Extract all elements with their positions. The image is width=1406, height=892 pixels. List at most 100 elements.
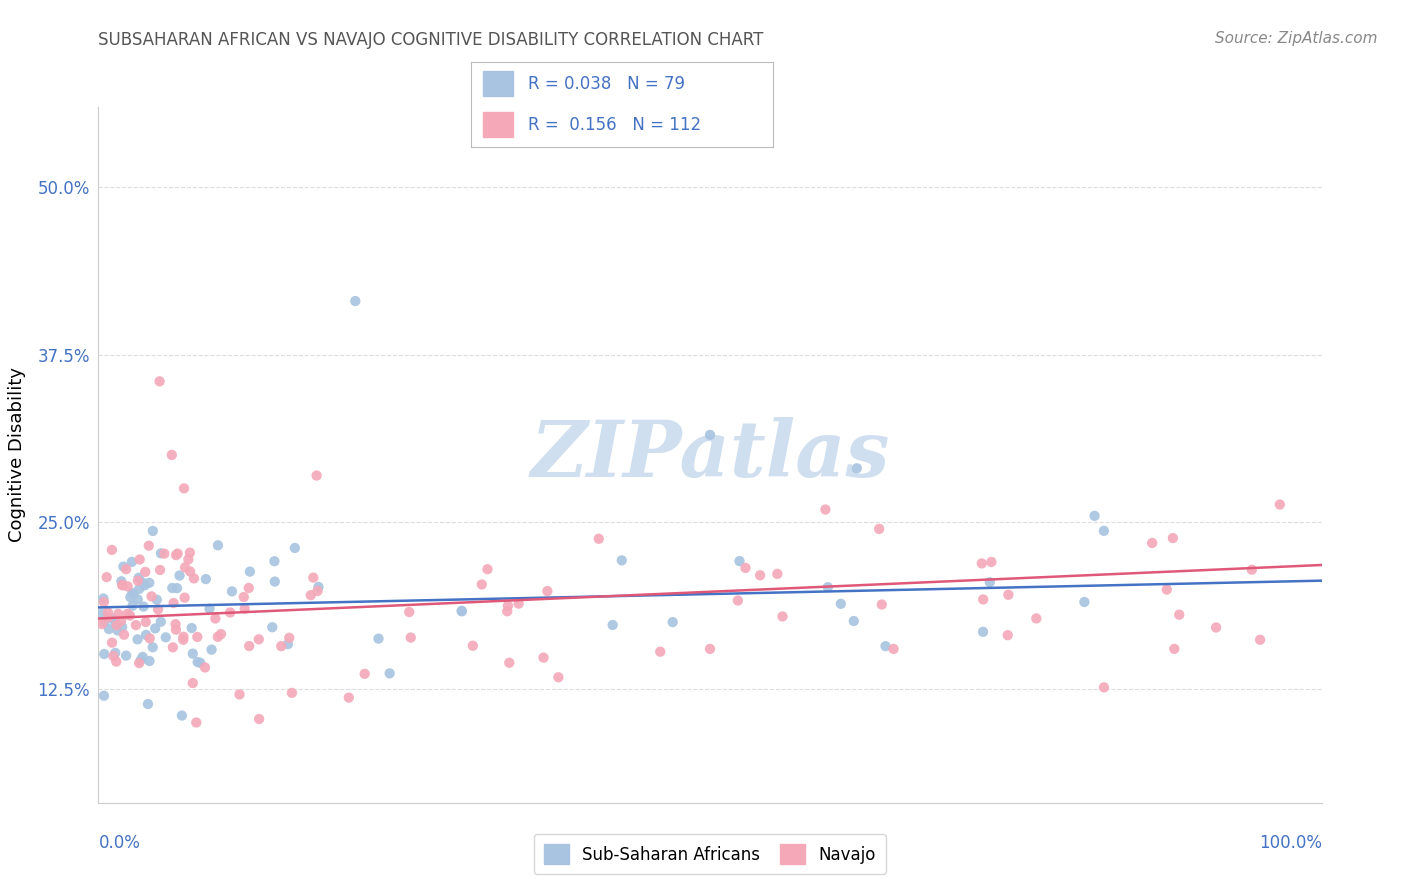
Point	[110, 574, 132, 589]
Text: R =  0.156   N = 112: R = 0.156 N = 112	[529, 116, 702, 134]
Text: 0.0%: 0.0%	[98, 834, 141, 852]
Point	[883, 642, 905, 657]
Point	[1163, 641, 1185, 656]
Point	[115, 648, 138, 663]
Point	[188, 656, 211, 670]
Point	[93, 591, 115, 606]
Point	[207, 538, 229, 552]
Legend: Sub-Saharan Africans, Navajo: Sub-Saharan Africans, Navajo	[534, 834, 886, 874]
Point	[337, 690, 360, 705]
Point	[1073, 595, 1095, 609]
Point	[173, 482, 195, 496]
Point	[122, 587, 145, 601]
Point	[177, 552, 200, 566]
Point	[107, 624, 129, 638]
Point	[508, 597, 530, 611]
Point	[165, 548, 187, 562]
Point	[149, 615, 172, 629]
Point	[97, 610, 120, 624]
Text: R = 0.038   N = 79: R = 0.038 N = 79	[529, 75, 686, 93]
Point	[238, 639, 260, 653]
Point	[842, 614, 865, 628]
Point	[138, 654, 160, 668]
Point	[149, 546, 172, 560]
Point	[132, 599, 155, 614]
Point	[165, 623, 187, 637]
Point	[239, 565, 262, 579]
Point	[93, 689, 115, 703]
Point	[281, 686, 304, 700]
Point	[165, 617, 187, 632]
Point	[105, 655, 128, 669]
Point	[344, 294, 367, 309]
Point	[179, 546, 201, 560]
Point	[247, 632, 270, 647]
Point	[153, 547, 176, 561]
Point	[91, 607, 114, 621]
Point	[149, 375, 172, 389]
Point	[471, 577, 494, 591]
Point	[207, 630, 229, 644]
Point	[115, 562, 138, 576]
Point	[128, 571, 150, 585]
Point	[232, 590, 254, 604]
Point	[1140, 536, 1163, 550]
Point	[868, 522, 890, 536]
Point	[200, 642, 222, 657]
Point	[238, 581, 260, 595]
Point	[180, 621, 202, 635]
Point	[127, 592, 149, 607]
Point	[1156, 582, 1178, 597]
Point	[127, 574, 149, 588]
Point	[121, 599, 143, 613]
Point	[830, 597, 852, 611]
Point	[875, 639, 897, 653]
Point	[817, 580, 839, 594]
Point	[103, 648, 125, 663]
Point	[146, 592, 169, 607]
Text: Source: ZipAtlas.com: Source: ZipAtlas.com	[1215, 31, 1378, 46]
Y-axis label: Cognitive Disability: Cognitive Disability	[8, 368, 27, 542]
Point	[166, 547, 188, 561]
Point	[198, 601, 221, 615]
Point	[247, 712, 270, 726]
Point	[233, 601, 256, 615]
Point	[134, 578, 156, 592]
Point	[1084, 508, 1107, 523]
Point	[162, 596, 184, 610]
Point	[149, 563, 172, 577]
Point	[143, 621, 166, 635]
Point	[602, 618, 624, 632]
Point	[1025, 611, 1047, 625]
Point	[450, 604, 472, 618]
Point	[1161, 531, 1184, 545]
Point	[135, 628, 157, 642]
Point	[305, 468, 328, 483]
Point	[139, 632, 162, 646]
Point	[131, 575, 153, 590]
Point	[93, 647, 115, 661]
Point	[179, 565, 201, 579]
Point	[496, 599, 519, 613]
Point	[496, 604, 519, 618]
Point	[186, 630, 208, 644]
Point	[187, 655, 209, 669]
Point	[308, 580, 330, 594]
Point	[136, 697, 159, 711]
Point	[101, 635, 124, 649]
Point	[128, 656, 150, 670]
Point	[173, 591, 195, 605]
Point	[766, 566, 789, 581]
Point	[533, 650, 555, 665]
Point	[181, 647, 204, 661]
Point	[181, 676, 204, 690]
Point	[278, 631, 301, 645]
Text: SUBSAHARAN AFRICAN VS NAVAJO COGNITIVE DISABILITY CORRELATION CHART: SUBSAHARAN AFRICAN VS NAVAJO COGNITIVE D…	[98, 31, 763, 49]
Point	[221, 584, 243, 599]
Point	[302, 571, 325, 585]
Point	[138, 575, 160, 590]
Point	[174, 560, 197, 574]
Point	[142, 640, 165, 655]
Point	[588, 532, 610, 546]
Point	[1240, 563, 1263, 577]
